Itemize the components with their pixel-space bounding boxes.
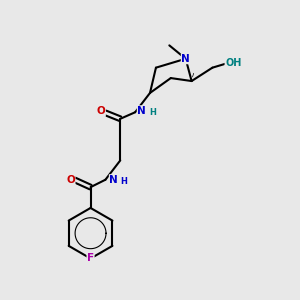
Text: N: N xyxy=(137,106,146,116)
Text: N: N xyxy=(110,175,118,185)
Text: OH: OH xyxy=(225,58,242,68)
Text: O: O xyxy=(97,106,105,116)
Text: N: N xyxy=(181,54,190,64)
Text: O: O xyxy=(66,175,75,185)
Text: H: H xyxy=(120,177,127,186)
Text: F: F xyxy=(87,254,94,263)
Text: H: H xyxy=(149,108,156,117)
